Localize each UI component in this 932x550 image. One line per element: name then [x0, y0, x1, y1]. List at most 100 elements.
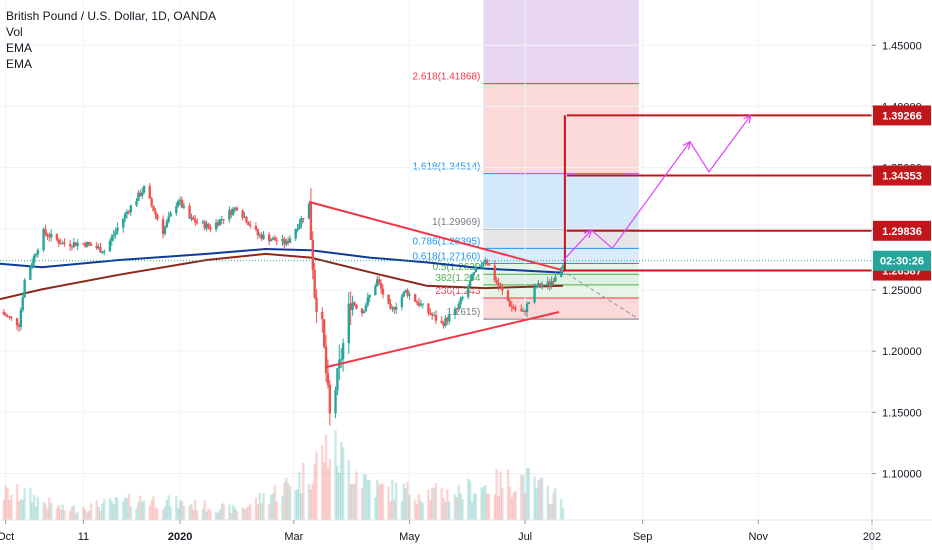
candle-body	[296, 228, 299, 230]
volume-bar	[315, 451, 318, 520]
volume-bar	[34, 506, 38, 520]
candle-body	[15, 318, 19, 326]
volume-bar	[472, 494, 476, 520]
candle-body	[427, 303, 430, 313]
volume-bar	[417, 494, 421, 520]
candle-body	[362, 311, 366, 314]
candle-body	[351, 302, 354, 310]
candle-body	[415, 301, 419, 303]
fib-level-label: 0.786(1.28395)	[413, 236, 481, 247]
volume-bar	[548, 504, 551, 520]
y-tick-label: 1.45000	[882, 40, 922, 52]
volume-bar	[408, 495, 411, 520]
volume-bar	[431, 487, 434, 520]
volume-bar	[413, 499, 417, 520]
volume-bar	[501, 487, 504, 520]
volume-bar	[347, 460, 350, 520]
volume-bar	[76, 511, 79, 520]
volume-bar	[349, 484, 352, 520]
volume-bar	[70, 506, 74, 520]
volume-bar	[108, 498, 112, 520]
legend-ema-1[interactable]: EMA	[6, 41, 33, 55]
volume-bar	[298, 472, 301, 520]
candle-body	[459, 298, 462, 305]
volume-bar	[137, 502, 140, 520]
volume-bar	[271, 492, 275, 520]
candle-body	[29, 266, 32, 280]
volume-bar	[400, 501, 404, 520]
volume-bar	[180, 500, 184, 520]
volume-bar	[44, 503, 47, 520]
ema-fast-line	[0, 247, 564, 274]
legend-volume[interactable]: Vol	[6, 25, 23, 39]
candle-body	[453, 308, 457, 315]
volume-bar	[434, 482, 438, 520]
candle-body	[127, 211, 131, 213]
candle-body	[413, 294, 417, 302]
volume-bar	[446, 489, 449, 520]
volume-bar	[326, 468, 330, 520]
volume-bar	[55, 508, 59, 520]
volume-bar	[125, 498, 129, 520]
candle-body	[260, 234, 263, 239]
candle-body	[561, 265, 565, 269]
candle-body	[122, 218, 125, 228]
candle-body	[393, 307, 396, 310]
volume-bar	[283, 481, 286, 520]
candle-body	[321, 311, 324, 320]
candle-body	[254, 226, 258, 230]
candle-body	[32, 255, 36, 264]
candle-body	[190, 217, 193, 219]
candle-body	[176, 201, 180, 207]
candle-body	[209, 227, 212, 230]
candle-body	[487, 264, 491, 266]
candle-body	[461, 296, 464, 299]
legend-ema-2[interactable]: EMA	[6, 57, 33, 71]
volume-bar	[353, 483, 356, 520]
candle-body	[82, 243, 85, 245]
x-tick-label: Sep	[633, 531, 653, 543]
drawing-tools[interactable]	[0, 114, 872, 369]
volume-bar	[355, 471, 358, 520]
volume-bar	[455, 497, 459, 520]
candle-body	[417, 302, 421, 306]
candle-body	[216, 222, 220, 226]
fib-level-label: 2.618(1.41868)	[413, 72, 481, 83]
candle-body	[381, 288, 385, 295]
volume-bar	[362, 473, 366, 520]
candle-body	[8, 316, 11, 318]
candle-body	[36, 250, 40, 255]
candle-body	[19, 310, 23, 328]
candle-body	[6, 316, 9, 318]
volume-bar	[82, 507, 85, 520]
volume-bar	[523, 493, 527, 520]
candle-body	[285, 240, 288, 245]
symbol-title[interactable]: British Pound / U.S. Dollar, 1D, OANDA	[6, 9, 217, 23]
volume-bar	[522, 475, 525, 520]
volume-bar	[376, 479, 379, 520]
fib-zone-7	[483, 284, 639, 299]
candle-body	[46, 234, 49, 237]
candle-body	[275, 240, 278, 242]
candle-body	[457, 304, 460, 310]
volume-bar	[387, 486, 390, 520]
candle-body	[493, 265, 496, 281]
candle-body	[286, 240, 290, 243]
candle-body	[44, 229, 47, 235]
candle-body	[95, 245, 98, 249]
volume-bar	[336, 465, 339, 520]
candle-body	[497, 282, 500, 286]
candle-body	[101, 252, 104, 254]
volume-bar	[267, 504, 271, 520]
triangle-upper-trendline	[308, 200, 562, 271]
candle-body	[302, 218, 305, 220]
price-tag-label: 1.29836	[882, 226, 922, 238]
volume-bar	[525, 468, 529, 520]
volume-bar	[322, 462, 326, 520]
candle-body	[182, 205, 186, 208]
volume-bar	[156, 508, 159, 520]
candle-body	[243, 216, 246, 218]
volume-bar	[393, 499, 396, 520]
volume-bar	[366, 479, 369, 520]
